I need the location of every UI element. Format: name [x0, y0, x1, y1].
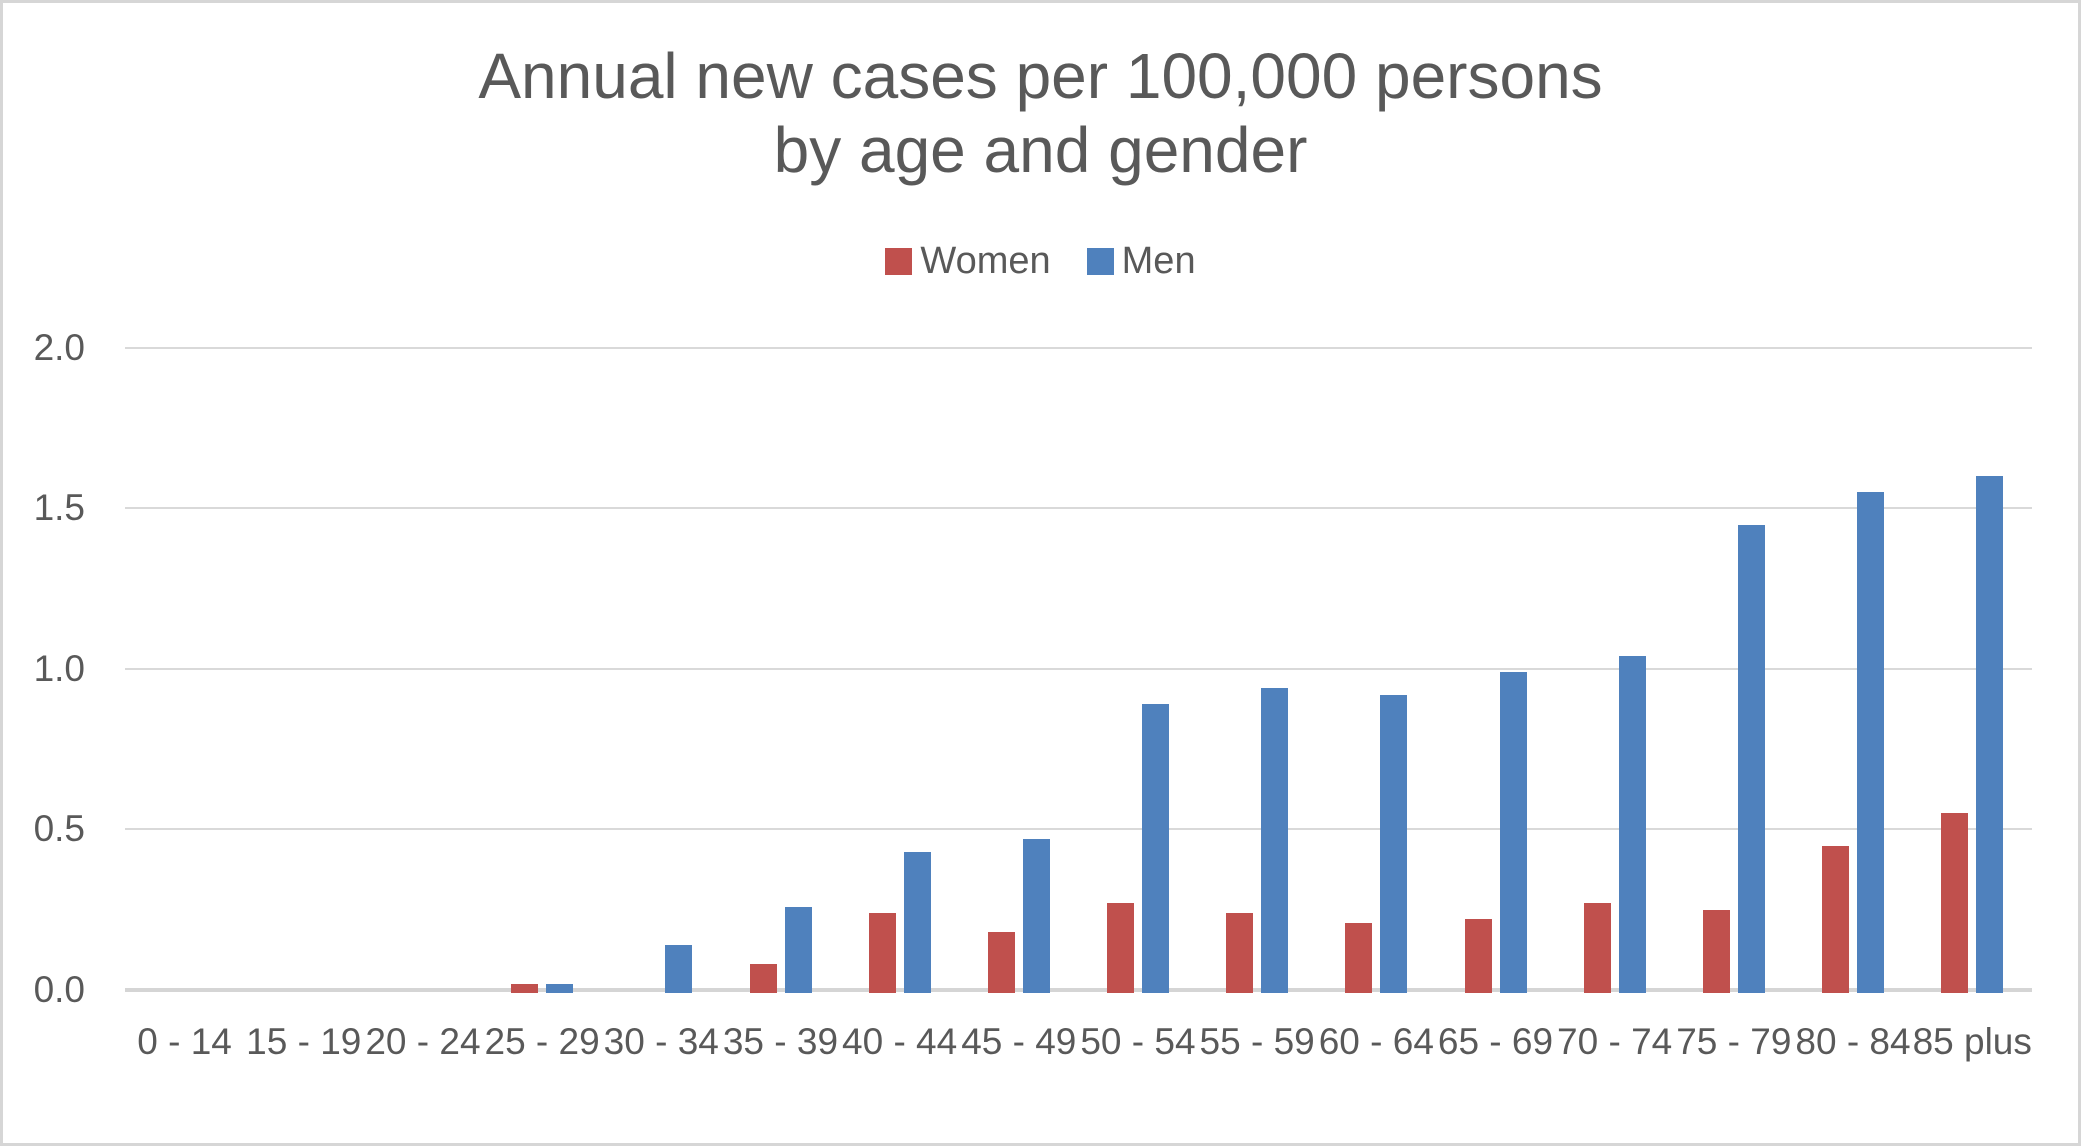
x-axis-line — [125, 988, 2032, 992]
bar-women — [1226, 913, 1254, 993]
bar-women — [1703, 910, 1731, 993]
legend-swatch-women-icon — [885, 247, 913, 275]
legend-label: Women — [920, 239, 1051, 282]
legend-item-women: Women — [885, 239, 1051, 283]
x-tick-label: 80 - 84 — [1795, 1021, 1911, 1062]
bar-women — [1107, 903, 1135, 993]
bar-men — [665, 945, 693, 993]
x-tick-label: 70 - 74 — [1557, 1021, 1673, 1062]
bar-men — [1976, 476, 2004, 993]
bar-women — [987, 932, 1015, 993]
gridline — [125, 507, 2032, 509]
plot-area — [125, 347, 2032, 993]
bar-men — [1142, 704, 1170, 993]
bar-group — [244, 348, 363, 993]
bar-group — [1794, 348, 1913, 993]
x-tick-label: 15 - 19 — [246, 1021, 362, 1062]
bar-women — [1941, 813, 1969, 993]
x-tick-label: 0 - 14 — [137, 1021, 232, 1062]
bar-group — [602, 348, 721, 993]
bar-men — [1857, 492, 1885, 993]
x-tick-label: 45 - 49 — [961, 1021, 1077, 1062]
bar-men — [1380, 695, 1408, 993]
bar-men — [903, 852, 931, 993]
bar-men — [1499, 672, 1527, 993]
x-tick-label: 25 - 29 — [484, 1021, 600, 1062]
bar-group — [363, 348, 482, 993]
bar-group — [1079, 348, 1198, 993]
bar-group — [840, 348, 959, 993]
y-tick-label: 2.0 — [33, 327, 85, 368]
legend: Women Men — [3, 239, 2078, 283]
y-tick-label: 1.5 — [33, 487, 85, 528]
bar-women — [749, 964, 777, 993]
gridline — [125, 347, 2032, 349]
x-axis-labels: 0 - 14 15 - 19 20 - 24 25 - 29 30 - 34 35 - 3… — [125, 1015, 2032, 1068]
x-tick-label: 55 - 59 — [1199, 1021, 1315, 1062]
chart-title: Annual new cases per 100,000 persons by … — [3, 39, 2078, 187]
x-tick-label: 60 - 64 — [1318, 1021, 1434, 1062]
bar-group — [1436, 348, 1555, 993]
bar-group — [1317, 348, 1436, 993]
bar-women — [1583, 903, 1611, 993]
bar-men — [784, 907, 812, 993]
y-axis-labels: 0.0 0.5 1.0 1.5 2.0 — [3, 329, 89, 1009]
x-tick-label: 50 - 54 — [1080, 1021, 1196, 1062]
bar-group — [959, 348, 1078, 993]
bar-men — [1022, 839, 1050, 993]
bar-group — [1555, 348, 1674, 993]
x-tick-label: 20 - 24 — [365, 1021, 481, 1062]
x-tick-label: 75 - 79 — [1676, 1021, 1792, 1062]
legend-item-men: Men — [1086, 239, 1196, 283]
bar-women — [511, 984, 539, 993]
bar-group — [1198, 348, 1317, 993]
x-tick-label: 85 plus — [1912, 1021, 2032, 1062]
y-tick-label: 1.0 — [33, 648, 85, 689]
bars-layer — [125, 348, 2032, 993]
bar-group — [483, 348, 602, 993]
gridline — [125, 828, 2032, 830]
x-tick-label: 30 - 34 — [603, 1021, 719, 1062]
gridline — [125, 668, 2032, 670]
bar-men — [1738, 525, 1766, 993]
x-tick-label: 40 - 44 — [842, 1021, 958, 1062]
y-tick-label: 0.5 — [33, 808, 85, 849]
legend-swatch-men-icon — [1086, 247, 1114, 275]
bar-group — [125, 348, 244, 993]
bar-men — [1618, 656, 1646, 993]
chart-title-line-1: Annual new cases per 100,000 persons — [478, 40, 1603, 112]
bar-group — [1674, 348, 1793, 993]
bar-men — [1261, 688, 1289, 993]
bar-women — [1822, 846, 1850, 993]
legend-label: Men — [1121, 239, 1196, 282]
y-tick-label: 0.0 — [33, 969, 85, 1010]
bar-men — [546, 984, 574, 993]
bar-women — [868, 913, 896, 993]
bar-women — [1345, 923, 1373, 993]
bar-women — [1464, 919, 1492, 993]
x-tick-label: 65 - 69 — [1437, 1021, 1554, 1062]
x-tick-label: 35 - 39 — [722, 1021, 839, 1062]
bar-group — [721, 348, 840, 993]
bar-group — [1913, 348, 2032, 993]
chart-title-line-2: by age and gender — [773, 114, 1308, 186]
